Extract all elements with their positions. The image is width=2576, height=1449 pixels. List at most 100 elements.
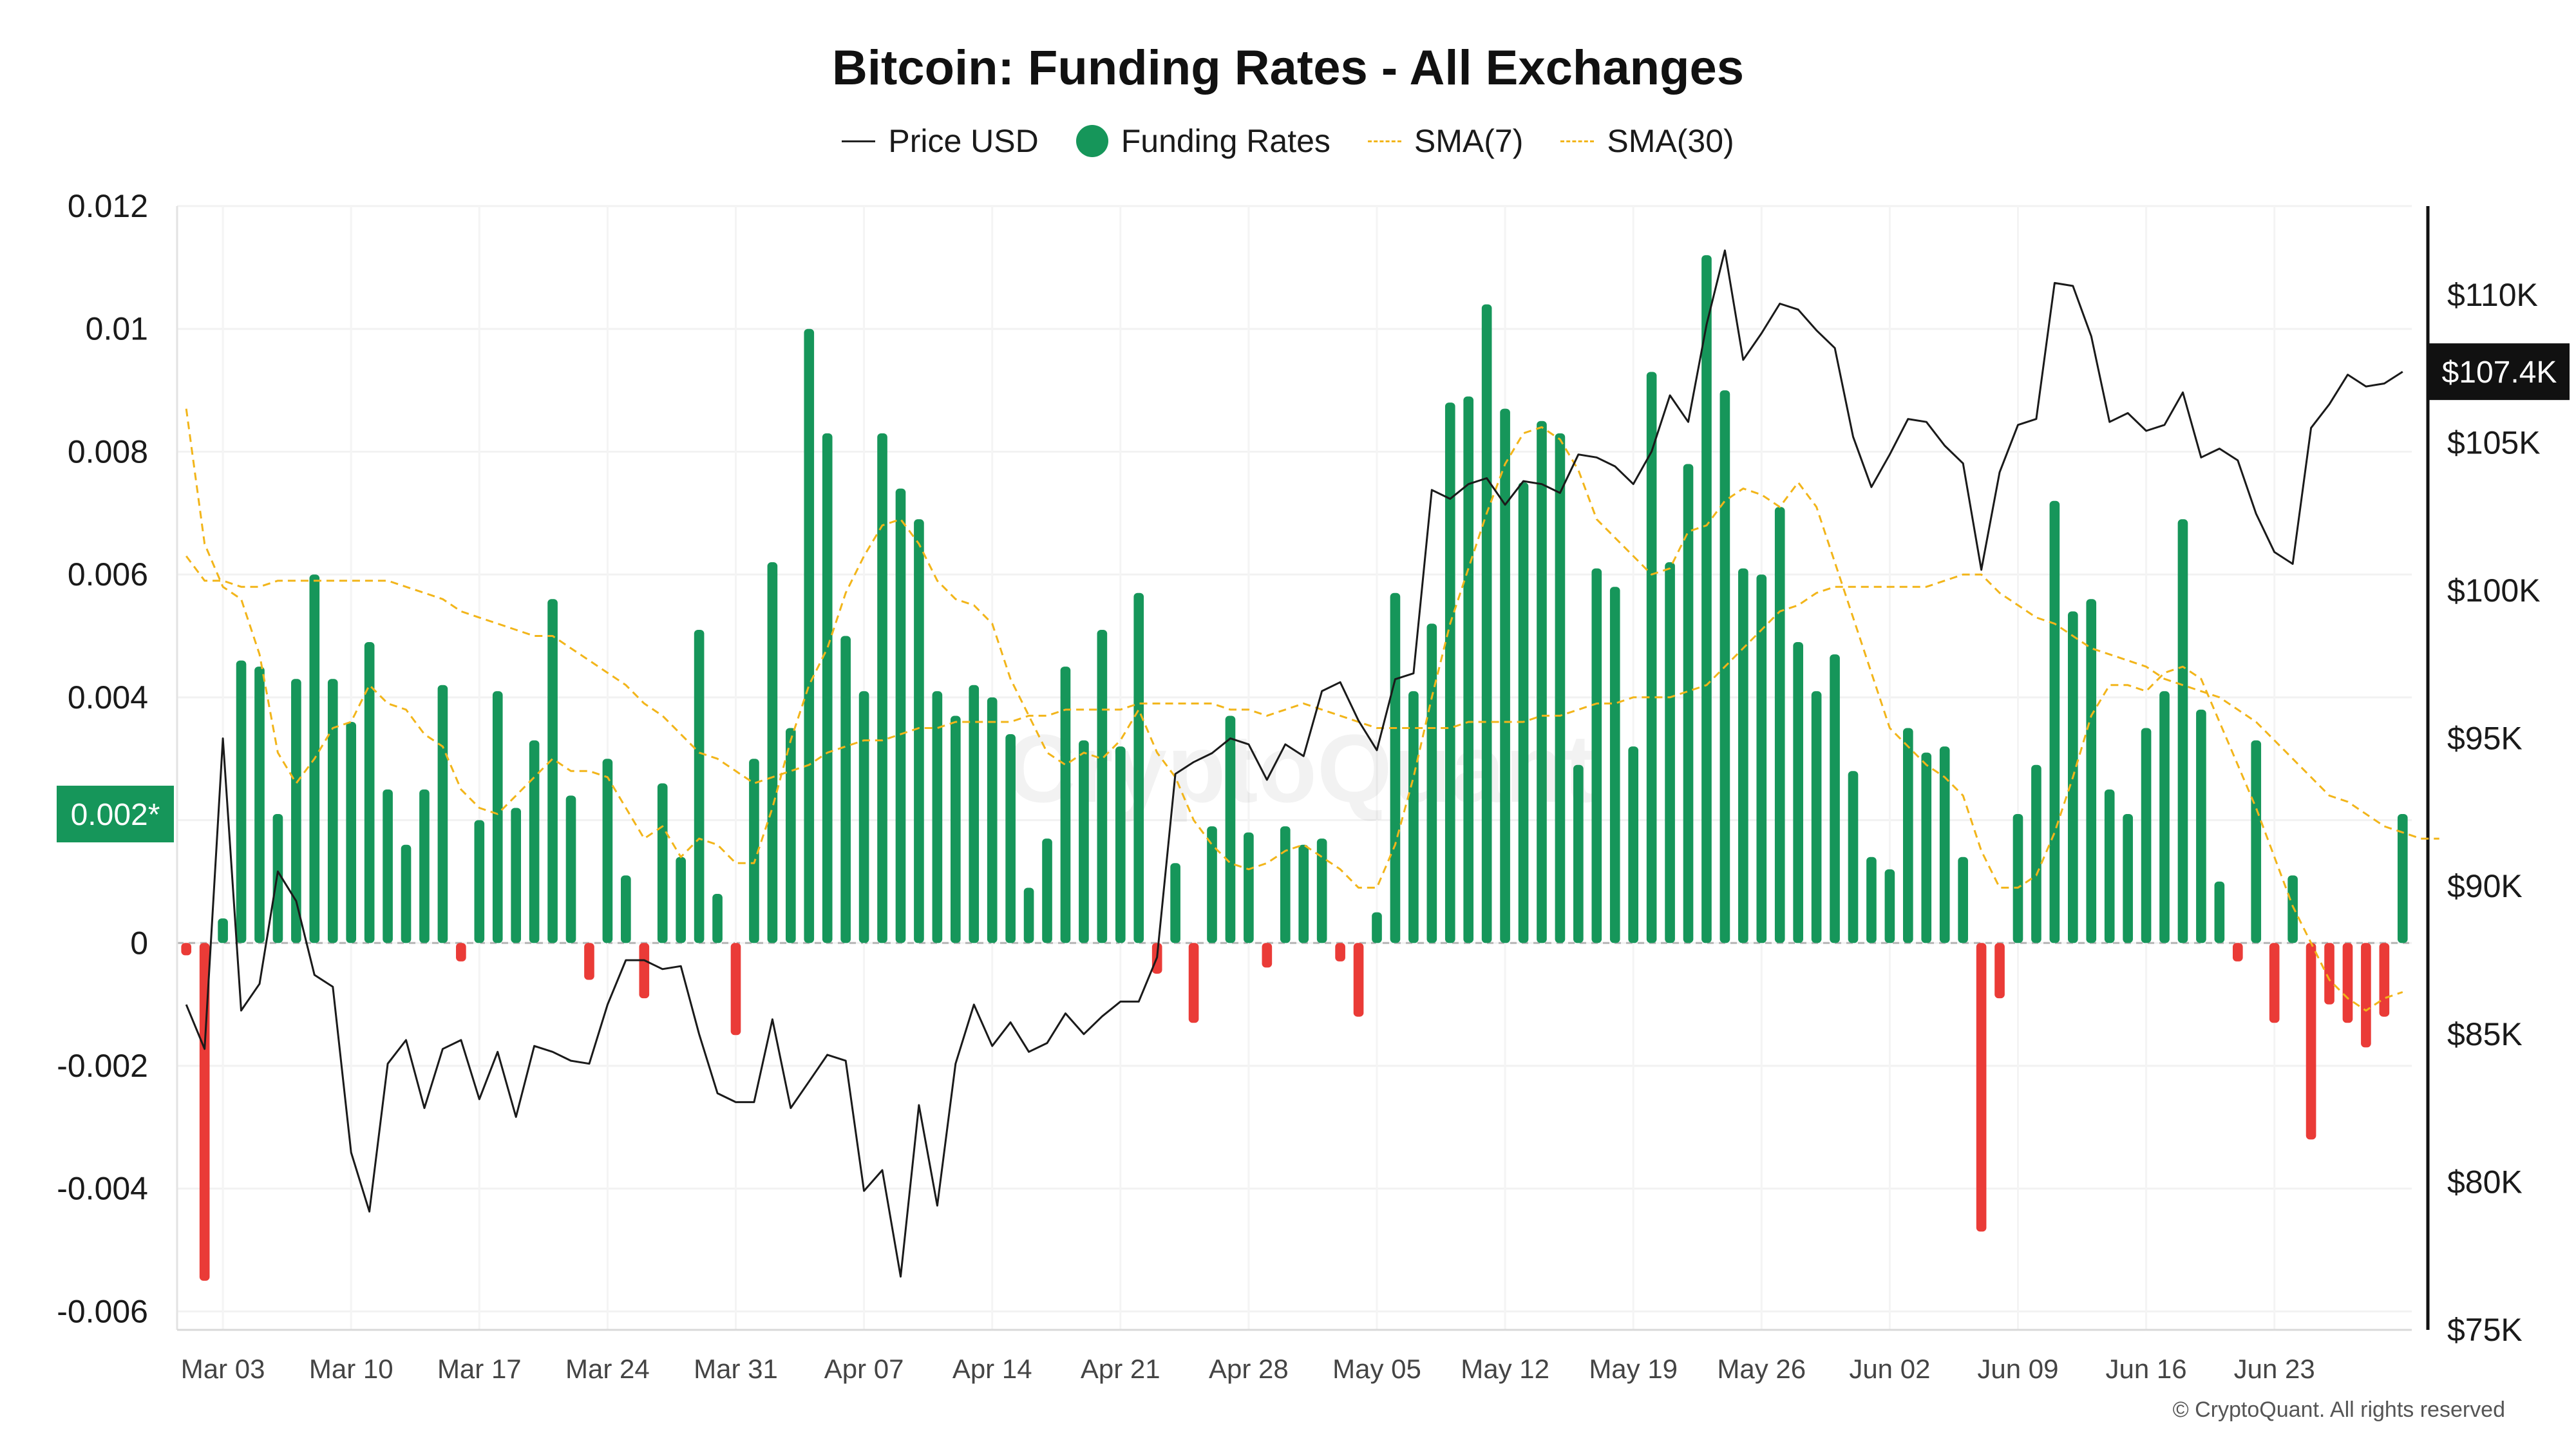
- funding-rate-bar: [2214, 881, 2225, 943]
- funding-rate-bar: [712, 893, 723, 943]
- legend-dash-swatch: [1560, 140, 1595, 142]
- legend-item-sma30[interactable]: SMA(30): [1560, 122, 1734, 160]
- funding-rate-bar: [1793, 642, 1803, 943]
- funding-rate-bar: [437, 685, 448, 943]
- legend-label-sma7: SMA(7): [1414, 123, 1524, 159]
- funding-rate-bar: [749, 759, 759, 943]
- funding-rate-bar: [364, 642, 375, 943]
- funding-rate-bar: [529, 740, 540, 943]
- legend-item-price[interactable]: Price USD: [842, 122, 1039, 160]
- legend-dot-swatch: [1075, 125, 1108, 157]
- x-tick-label: Apr 28: [1209, 1354, 1289, 1384]
- funding-rate-bar: [1115, 746, 1126, 943]
- x-tick-label: Mar 31: [694, 1354, 778, 1384]
- funding-rate-bar: [1958, 857, 1968, 943]
- funding-rate-bar: [1701, 255, 1712, 943]
- legend-label-price: Price USD: [888, 123, 1039, 159]
- legend-label-funding-rates: Funding Rates: [1121, 123, 1331, 159]
- funding-rate-bar: [1225, 715, 1236, 943]
- funding-rate-bar: [1426, 623, 1437, 943]
- legend-label-sma30: SMA(30): [1607, 123, 1734, 159]
- funding-rate-bar: [840, 636, 851, 943]
- funding-rate-bar: [1372, 912, 1382, 943]
- x-tick-label: Mar 24: [565, 1354, 650, 1384]
- funding-rate-bar: [1023, 887, 1034, 943]
- current-funding-label: 0.002*: [71, 798, 160, 832]
- legend-dash-swatch: [1367, 140, 1401, 142]
- funding-rate-bar: [950, 715, 961, 943]
- x-tick-label: Apr 07: [824, 1354, 904, 1384]
- x-tick-label: Jun 16: [2106, 1354, 2187, 1384]
- funding-rate-bar: [1994, 943, 2005, 999]
- funding-rate-bar: [858, 691, 869, 943]
- funding-rate-bar: [1518, 482, 1529, 943]
- y-tick-label-right: $110K: [2447, 277, 2538, 313]
- funding-rate-bar: [657, 783, 668, 943]
- funding-rate-bar: [1774, 507, 1785, 943]
- y-tick-label-left: -0.006: [57, 1293, 148, 1329]
- funding-rate-bar: [1756, 574, 1767, 943]
- x-tick-label: Jun 09: [1977, 1354, 2058, 1384]
- funding-rate-bar: [401, 844, 412, 943]
- funding-rate-bar: [1921, 752, 1932, 943]
- funding-rate-bar: [1335, 943, 1345, 961]
- y-tick-label-left: -0.002: [57, 1048, 148, 1084]
- y-tick-label-left: 0.004: [68, 679, 148, 715]
- funding-rate-bar: [2306, 943, 2316, 1140]
- funding-rate-bar: [621, 875, 631, 943]
- funding-rate-bar: [2287, 875, 2298, 943]
- funding-rate-bar: [584, 943, 594, 980]
- funding-rate-bar: [2012, 814, 2023, 943]
- funding-rate-bar: [1665, 562, 1675, 943]
- funding-rate-bar: [1903, 728, 1913, 943]
- funding-rate-bar: [346, 721, 357, 943]
- funding-rate-bar: [1408, 691, 1419, 943]
- funding-rate-bar: [2123, 814, 2133, 943]
- y-tick-label-right: $80K: [2447, 1164, 2523, 1200]
- legend-line-swatch: [842, 140, 876, 142]
- y-tick-label-right: $75K: [2447, 1312, 2523, 1348]
- funding-rate-bar: [2141, 728, 2152, 943]
- funding-rate-bar: [199, 943, 210, 1281]
- x-tick-label: Mar 17: [437, 1354, 522, 1384]
- funding-rate-bar: [1280, 826, 1291, 943]
- funding-rate-bar: [767, 562, 778, 943]
- funding-rate-bar: [1646, 372, 1657, 943]
- funding-rate-bar: [1170, 863, 1180, 943]
- sma30-line: [185, 555, 2439, 840]
- y-tick-label-right: $85K: [2447, 1016, 2523, 1052]
- funding-rate-bar: [1939, 746, 1950, 943]
- x-tick-label: Jun 23: [2234, 1354, 2315, 1384]
- funding-rate-bar: [1042, 838, 1052, 943]
- copyright-notice: © CryptoQuant. All rights reserved: [2172, 1397, 2505, 1422]
- funding-rate-bar: [786, 728, 796, 943]
- funding-rate-bar: [2269, 943, 2280, 1023]
- funding-rate-bar: [1316, 838, 1327, 943]
- y-tick-label-left: 0: [130, 925, 148, 961]
- funding-rate-bar: [1262, 943, 1273, 968]
- sma7-line: [185, 408, 2403, 1012]
- funding-rate-bar: [969, 685, 980, 943]
- funding-rate-bar: [2361, 943, 2371, 1048]
- funding-rate-bar: [1500, 408, 1510, 943]
- funding-rate-bar: [1555, 433, 1566, 943]
- legend-item-funding-rates[interactable]: Funding Rates: [1075, 122, 1331, 160]
- funding-rate-bar: [1463, 396, 1474, 943]
- funding-rate-bar: [602, 759, 613, 943]
- y-tick-label-right: $105K: [2447, 424, 2541, 460]
- funding-rate-bar: [2049, 500, 2060, 943]
- legend: Price USD Funding Rates SMA(7) SMA(30): [0, 122, 2576, 160]
- x-tick-label: Jun 02: [1849, 1354, 1930, 1384]
- funding-rate-bar: [1830, 654, 1840, 943]
- funding-rate-bar: [1353, 943, 1364, 1017]
- funding-rate-bar: [218, 918, 228, 943]
- legend-item-sma7[interactable]: SMA(7): [1367, 122, 1524, 160]
- funding-rate-bar: [272, 814, 283, 943]
- funding-rate-bar: [1848, 771, 1859, 943]
- funding-rate-bar: [419, 789, 430, 943]
- funding-rate-bar: [2397, 814, 2408, 943]
- funding-rate-bar: [2086, 599, 2097, 943]
- funding-rate-bar: [676, 857, 686, 943]
- funding-rate-bar: [2104, 789, 2115, 943]
